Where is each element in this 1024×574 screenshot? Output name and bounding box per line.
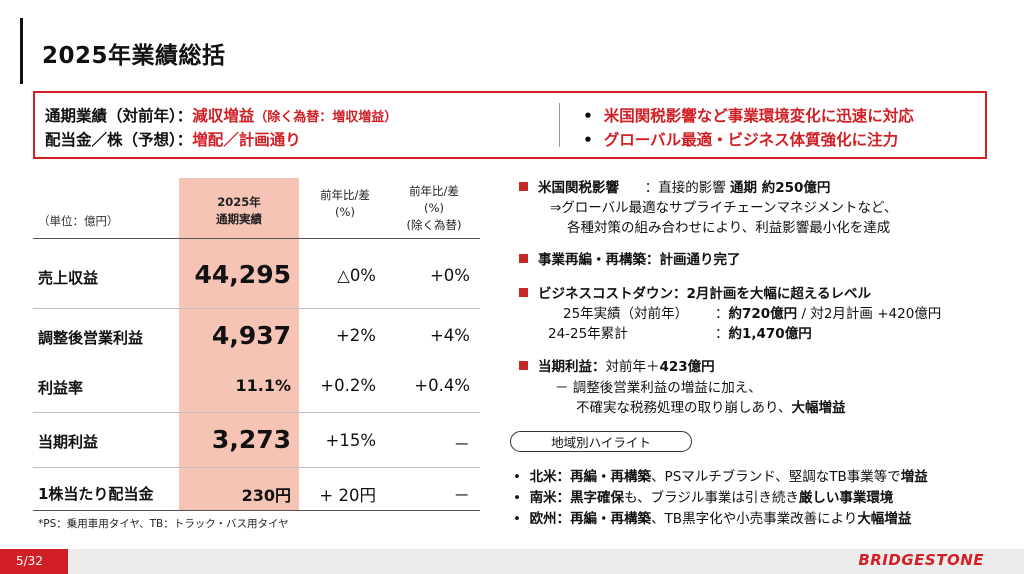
row-yoy: △0%: [337, 266, 376, 285]
bullet-dot-icon: •: [513, 469, 521, 485]
summary-bullet: • グローバル最適・ビジネス体質強化に注力: [583, 131, 899, 149]
row-yoy: +0.2%: [320, 376, 376, 395]
tariff-detail: 各種対策の組み合わせにより、利益影響最小化を達成: [567, 220, 891, 236]
column-header-yoy-fx: 前年比/差 (%) (除く為替): [406, 184, 462, 232]
row-yoy-fx: －: [453, 435, 471, 454]
table-divider: [33, 238, 480, 239]
restructure-heading: 事業再編・再構築：計画通り完了: [519, 248, 741, 268]
region-item: • 欧州：再編・再構築、TB黒字化や小売事業改善により大幅増益: [513, 511, 912, 527]
row-label: 利益率: [38, 379, 84, 397]
costdown-heading: ビジネスコストダウン：2月計画を大幅に超えるレベル: [519, 282, 871, 302]
region-item: • 南米：黒字確保も、ブラジル事業は引き続き厳しい事業環境: [513, 490, 894, 506]
red-square-bullet-icon: [519, 361, 528, 370]
footnote: *PS：乗用車用タイヤ、TB：トラック・バス用タイヤ: [38, 518, 289, 530]
row-value: 230円: [241, 486, 291, 505]
table-divider: [33, 308, 480, 309]
tariff-detail: ⇒グローバル最適なサプライチェーンマネジメントなど、: [550, 200, 898, 216]
row-value: 44,295: [194, 260, 291, 289]
row-label: 1株当たり配当金: [38, 485, 154, 503]
unit-label: （単位：億円）: [38, 214, 119, 228]
bullet-dot-icon: •: [513, 490, 521, 506]
summary-bullet: • 米国関税影響など事業環境変化に迅速に対応: [583, 107, 914, 125]
summary-box: 通期業績（対前年）：減収増益（除く為替：増収増益） 配当金／株（予想）：増配／計…: [33, 91, 987, 159]
row-value: 4,937: [211, 321, 291, 350]
row-label: 調整後営業利益: [38, 329, 144, 347]
red-square-bullet-icon: [519, 254, 528, 263]
row-value: 11.1%: [235, 376, 291, 395]
row-label: 売上収益: [38, 269, 99, 287]
summary-line-results: 通期業績（対前年）：減収増益（除く為替：増収増益）: [45, 107, 398, 125]
row-yoy: +15%: [325, 431, 377, 450]
summary-divider: [559, 103, 560, 147]
net-income-heading: 当期利益：対前年＋423億円: [519, 355, 715, 375]
costdown-detail: 24-25年累計 ：約1,470億円: [548, 326, 812, 342]
table-divider: [33, 412, 480, 413]
row-yoy: +2%: [335, 326, 376, 345]
bridgestone-logo: BRIDGESTONE: [858, 551, 984, 569]
net-income-detail: 不確実な税務処理の取り崩しあり、大幅増益: [576, 400, 846, 416]
row-label: 当期利益: [38, 433, 99, 451]
row-yoy-fx: －: [453, 486, 471, 505]
row-yoy-fx: +0%: [429, 266, 470, 285]
table-divider: [33, 467, 480, 468]
row-yoy-fx: +4%: [429, 326, 470, 345]
row-yoy: + 20円: [319, 486, 376, 505]
page-number: 5/32: [0, 549, 68, 574]
row-yoy-fx: +0.4%: [414, 376, 470, 395]
red-square-bullet-icon: [519, 182, 528, 191]
row-value: 3,273: [211, 425, 291, 454]
column-header-2025: 2025年 通期実績: [216, 195, 262, 226]
region-highlight-label: 地域別ハイライト: [510, 431, 692, 452]
net-income-detail: － 調整後営業利益の増益に加え、: [555, 380, 762, 396]
highlight-column: [179, 178, 299, 510]
bullet-dot-icon: •: [513, 511, 521, 527]
footer-bar: [0, 549, 1024, 574]
column-header-yoy: 前年比/差 (%): [320, 188, 370, 219]
tariff-heading: 米国関税影響 ：直接的影響 通期 約250億円: [519, 176, 830, 196]
region-item: • 北米：再編・再構築、PSマルチブランド、堅調なTB事業等で増益: [513, 469, 928, 485]
red-square-bullet-icon: [519, 288, 528, 297]
costdown-detail: 25年実績（対前年） ：約720億円 / 対2月計画 +420億円: [563, 306, 942, 322]
page-title: 2025年業績総括: [42, 43, 226, 69]
table-divider: [33, 510, 480, 511]
title-accent-bar: [20, 18, 23, 84]
summary-line-dividend: 配当金／株（予想）：増配／計画通り: [45, 131, 301, 149]
